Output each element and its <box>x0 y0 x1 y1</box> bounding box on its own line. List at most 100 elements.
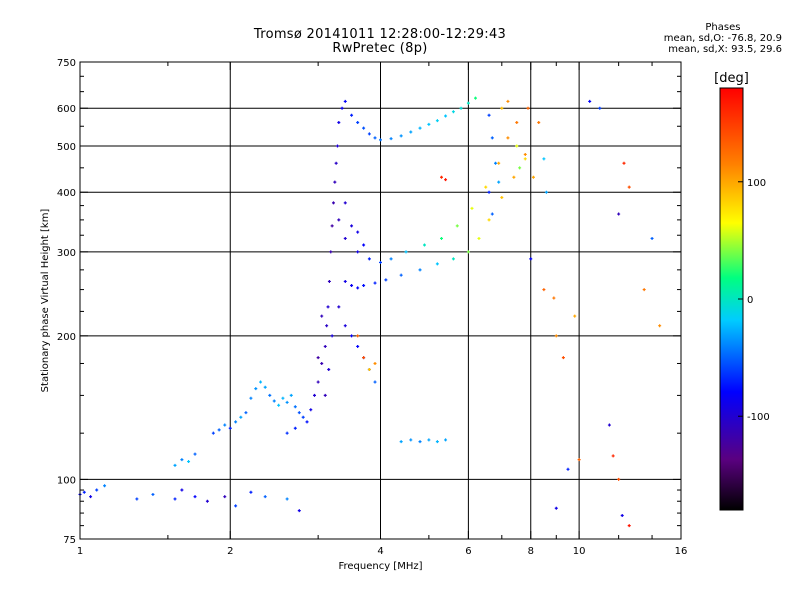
echo-point <box>135 497 139 501</box>
echo-point <box>451 110 455 114</box>
echo-point <box>95 488 99 492</box>
echo-point <box>427 122 431 126</box>
echo-point <box>650 236 654 240</box>
colorbar-tick-label: -100 <box>747 412 770 423</box>
echo-point <box>500 195 504 199</box>
x-tick-label: 6 <box>465 546 471 557</box>
echo-point <box>293 405 297 409</box>
echo-point <box>289 393 293 397</box>
echo-point <box>373 380 377 384</box>
echo-point <box>331 201 335 205</box>
echo-point <box>427 438 431 442</box>
echo-point <box>327 279 331 283</box>
echo-point <box>617 477 621 481</box>
echo-point <box>82 490 86 494</box>
echo-point <box>444 114 448 118</box>
echo-point <box>512 175 516 179</box>
echo-point <box>180 488 184 492</box>
echo-point <box>367 367 371 371</box>
echo-point <box>466 250 470 254</box>
echo-point <box>325 324 329 328</box>
echo-point <box>244 411 248 415</box>
colorbar-label: [deg] <box>714 71 749 86</box>
echo-point <box>435 440 439 444</box>
echo-point <box>343 324 347 328</box>
echo-point <box>455 224 459 228</box>
echo-point <box>566 467 570 471</box>
echo-point <box>473 96 477 100</box>
echo-point <box>285 497 289 501</box>
echo-point <box>187 460 191 464</box>
echo-point <box>554 334 558 338</box>
echo-point <box>611 454 615 458</box>
echo-point <box>577 458 581 462</box>
echo-point <box>484 185 488 189</box>
echo-point <box>205 499 209 503</box>
x-axis-label: Frequency [MHz] <box>338 561 422 572</box>
echo-point <box>389 137 393 141</box>
echo-point <box>316 356 320 360</box>
echo-point <box>497 161 501 165</box>
echo-point <box>658 324 662 328</box>
y-tick-label: 75 <box>63 535 76 546</box>
echo-point <box>330 224 334 228</box>
echo-point <box>523 152 527 156</box>
echo-point <box>506 99 510 103</box>
echo-point <box>389 257 393 261</box>
echo-point <box>642 288 646 292</box>
plot-grid <box>80 62 681 539</box>
echo-point <box>327 367 331 371</box>
echo-point <box>193 495 197 499</box>
x-tick-label: 2 <box>227 546 233 557</box>
echo-point <box>399 273 403 277</box>
echo-point <box>329 250 333 254</box>
x-tick-label: 1 <box>77 546 83 557</box>
echo-point <box>223 423 227 427</box>
echo-point <box>384 278 388 282</box>
echo-point <box>552 296 556 300</box>
echo-point <box>309 408 313 412</box>
echo-point <box>373 281 377 285</box>
echo-point <box>263 495 267 499</box>
echo-point <box>554 506 558 510</box>
echo-point <box>537 121 541 125</box>
echo-point <box>409 438 413 442</box>
echo-point <box>239 415 243 419</box>
echo-point <box>277 403 281 407</box>
echo-point <box>337 305 341 309</box>
echo-point <box>343 201 347 205</box>
y-tick-label: 300 <box>57 248 76 259</box>
data-points <box>78 96 662 528</box>
echo-point <box>335 144 339 148</box>
echo-point <box>362 126 366 130</box>
echo-point <box>620 514 624 518</box>
echo-point <box>316 380 320 384</box>
echo-point <box>607 423 611 427</box>
echo-point <box>333 180 337 184</box>
x-tick-label: 10 <box>573 546 586 557</box>
echo-point <box>531 175 535 179</box>
echo-point <box>173 463 177 467</box>
echo-point <box>490 136 494 140</box>
echo-point <box>343 99 347 103</box>
echo-point <box>466 101 470 105</box>
echo-point <box>379 260 382 264</box>
echo-point <box>506 136 510 140</box>
echo-point <box>515 144 519 148</box>
echo-point <box>399 440 403 444</box>
y-tick-label: 200 <box>57 332 76 343</box>
x-tick-label: 8 <box>528 546 534 557</box>
echo-point <box>259 380 263 384</box>
echo-point <box>323 344 327 348</box>
echo-point <box>350 113 354 117</box>
echo-point <box>356 250 360 254</box>
echo-point <box>268 393 272 397</box>
y-tick-label: 750 <box>57 58 76 69</box>
echo-point <box>151 492 155 496</box>
echo-point <box>193 452 197 456</box>
echo-point <box>367 257 371 261</box>
echo-point <box>418 268 422 272</box>
echo-point <box>234 504 238 508</box>
echo-point <box>404 250 408 254</box>
echo-point <box>544 190 548 194</box>
